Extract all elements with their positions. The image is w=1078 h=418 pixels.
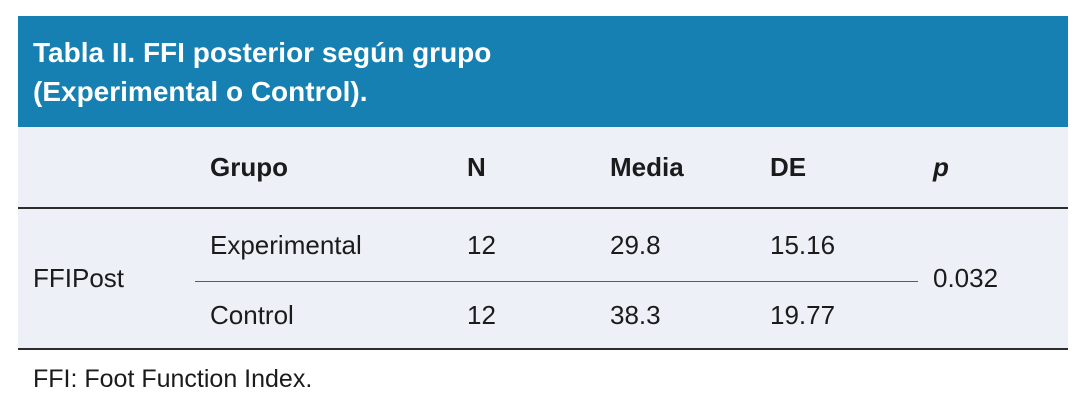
header-p: p: [918, 127, 1068, 209]
table-figure: Tabla II. FFI posterior según grupo (Exp…: [18, 16, 1068, 393]
cell-grupo-experimental: Experimental: [195, 208, 452, 282]
header-n: N: [452, 127, 595, 209]
cell-de-control: 19.77: [770, 299, 836, 330]
ffi-post-table: Grupo N Media DE p FFIPost Experimental …: [18, 127, 1068, 350]
table-caption-bar: Tabla II. FFI posterior según grupo (Exp…: [18, 16, 1068, 127]
table-footnote: FFI: Foot Function Index.: [33, 365, 313, 393]
table-caption-line-2: (Experimental o Control).: [33, 76, 368, 107]
row-label-ffipost: FFIPost: [33, 263, 125, 293]
table-row-experimental: FFIPost Experimental 12 29.8 15.16 0.032: [18, 208, 1068, 293]
cell-media-control: 38.3: [610, 299, 661, 330]
header-media: Media: [595, 127, 755, 209]
table-row-control: Control 12 38.3 19.77: [18, 282, 1068, 350]
cell-n-control: 12: [467, 299, 496, 330]
cell-p-value: 0.032: [933, 263, 999, 293]
cell-n-experimental: 12: [452, 208, 595, 282]
cell-media-experimental: 29.8: [595, 208, 755, 282]
cell-de-experimental: 15.16: [755, 208, 918, 282]
cell-grupo-control: Control: [210, 299, 294, 330]
header-de: DE: [755, 127, 918, 209]
header-empty-cell: [18, 127, 195, 209]
table-caption-line-1: Tabla II. FFI posterior según grupo: [33, 37, 492, 68]
table-header-row: Grupo N Media DE p: [18, 127, 1068, 209]
header-grupo: Grupo: [195, 127, 452, 209]
